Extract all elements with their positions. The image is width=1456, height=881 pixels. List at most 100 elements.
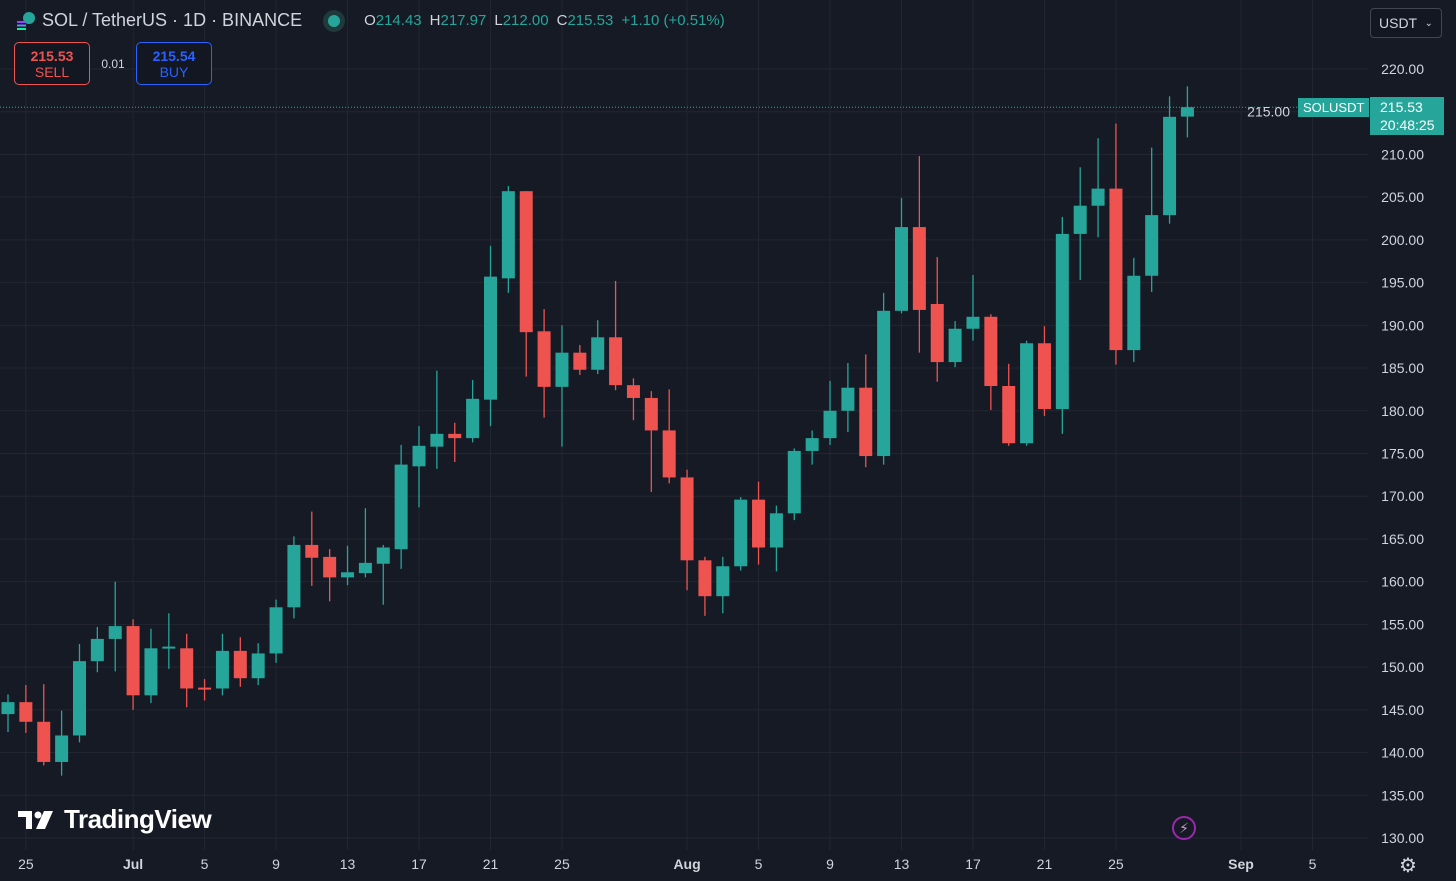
price-axis[interactable]: 130.00 135.00 140.00 145.00 150.00 155.00 160.… bbox=[1247, 0, 1456, 881]
candle-body bbox=[19, 702, 33, 722]
candle bbox=[144, 628, 158, 703]
market-status-dot[interactable] bbox=[328, 14, 341, 27]
low-label: L bbox=[494, 12, 503, 29]
candle bbox=[537, 309, 551, 418]
chart-header: SOL / TetherUS · 1D · BINANCE O214.43 H2… bbox=[16, 10, 725, 31]
solana-icon bbox=[16, 11, 36, 31]
candle bbox=[787, 448, 801, 521]
candle bbox=[912, 156, 926, 353]
candle bbox=[19, 685, 33, 733]
candle-body bbox=[537, 331, 551, 387]
candle bbox=[680, 469, 694, 591]
candle-body bbox=[1109, 188, 1123, 351]
candle-body bbox=[448, 433, 462, 439]
time-tick-label: Sep bbox=[1228, 856, 1254, 872]
candle bbox=[698, 556, 712, 616]
currency-select[interactable]: USDT ⌄ bbox=[1370, 8, 1442, 38]
candle-body bbox=[859, 387, 873, 457]
open-label: O bbox=[364, 12, 376, 29]
tradingview-logo[interactable]: TradingView bbox=[18, 804, 212, 835]
candle bbox=[966, 274, 980, 341]
price-tick-label: 175.00 bbox=[1381, 446, 1424, 462]
price-axis-bg bbox=[1368, 0, 1456, 881]
price-tick-label: 220.00 bbox=[1381, 61, 1424, 77]
gear-icon[interactable]: ⚙ bbox=[1399, 855, 1417, 877]
candle-body bbox=[555, 352, 569, 387]
candle-body bbox=[1091, 188, 1105, 206]
price-tick-label: 165.00 bbox=[1381, 531, 1424, 547]
candle bbox=[930, 256, 944, 382]
time-tick-label: 13 bbox=[894, 856, 910, 872]
candle bbox=[859, 354, 873, 468]
symbol-title[interactable]: SOL / TetherUS · 1D · BINANCE bbox=[42, 10, 303, 30]
candle-body bbox=[233, 650, 247, 679]
candle bbox=[55, 710, 69, 776]
candle bbox=[555, 325, 569, 447]
time-axis[interactable]: 25 Jul 5 9 13 17 21 25 Aug 5 9 13 17 21 25 Sep 5 bbox=[0, 850, 1368, 881]
time-tick-label: 5 bbox=[201, 856, 209, 872]
candle-body bbox=[930, 303, 944, 363]
buy-button[interactable]: 215.54 BUY bbox=[136, 42, 212, 85]
price-tick-label: 205.00 bbox=[1381, 189, 1424, 205]
candle-body bbox=[626, 385, 640, 398]
candle-body bbox=[287, 544, 301, 608]
time-tick-label: 21 bbox=[483, 856, 499, 872]
candle bbox=[1109, 123, 1123, 365]
change-value: +1.10 (+0.51%) bbox=[621, 12, 725, 29]
sell-label: SELL bbox=[34, 63, 70, 80]
price-tick-label: 130.00 bbox=[1381, 830, 1424, 846]
candle bbox=[358, 508, 372, 578]
candle-body bbox=[126, 626, 140, 696]
candle-body bbox=[1145, 215, 1159, 276]
last-price: 215.53 bbox=[1380, 99, 1423, 115]
grid bbox=[0, 0, 1368, 850]
candle-body bbox=[483, 276, 497, 400]
candle-body bbox=[1163, 116, 1177, 216]
candle-body bbox=[680, 477, 694, 561]
candle bbox=[483, 245, 497, 427]
sell-button[interactable]: 215.53 SELL bbox=[14, 42, 90, 85]
candle-body bbox=[734, 499, 748, 567]
candle bbox=[591, 320, 605, 375]
candle-body bbox=[341, 572, 355, 578]
candle-body bbox=[984, 316, 998, 386]
candle bbox=[1037, 326, 1051, 416]
candle bbox=[823, 380, 837, 445]
candle-body bbox=[841, 387, 855, 411]
candle bbox=[466, 380, 480, 443]
price-tick-label: 185.00 bbox=[1381, 360, 1424, 376]
candle-body bbox=[662, 430, 676, 478]
candle bbox=[90, 626, 104, 673]
candle bbox=[1055, 216, 1069, 434]
price-tick-label: 140.00 bbox=[1381, 745, 1424, 761]
candle bbox=[1180, 86, 1194, 138]
time-tick-label: Jul bbox=[123, 856, 143, 872]
candle-body bbox=[787, 450, 801, 514]
candle bbox=[895, 198, 908, 314]
lightning-icon[interactable]: ⚡︎ bbox=[1172, 816, 1196, 840]
candle bbox=[341, 545, 355, 586]
candle-body bbox=[519, 191, 533, 333]
candle-body bbox=[215, 650, 229, 689]
buy-label: BUY bbox=[159, 63, 189, 80]
open-value: 214.43 bbox=[375, 12, 422, 29]
candle-body bbox=[1, 702, 15, 715]
candle-body bbox=[162, 646, 176, 649]
candle bbox=[1145, 147, 1159, 293]
candle bbox=[394, 444, 408, 569]
close-value: 215.53 bbox=[567, 12, 614, 29]
candle-body bbox=[895, 227, 908, 311]
candle bbox=[609, 280, 623, 391]
price-tick-label: 210.00 bbox=[1381, 146, 1424, 162]
candle bbox=[519, 191, 533, 377]
price-tick-label: 155.00 bbox=[1381, 616, 1424, 632]
candle-body bbox=[1002, 385, 1016, 444]
candle-body bbox=[394, 464, 408, 550]
time-axis-bg bbox=[0, 850, 1368, 881]
time-tick-label: 9 bbox=[272, 856, 280, 872]
candle bbox=[251, 643, 265, 686]
price-tick-label: 160.00 bbox=[1381, 574, 1424, 590]
sell-price: 215.53 bbox=[30, 47, 74, 64]
candle bbox=[126, 619, 140, 710]
